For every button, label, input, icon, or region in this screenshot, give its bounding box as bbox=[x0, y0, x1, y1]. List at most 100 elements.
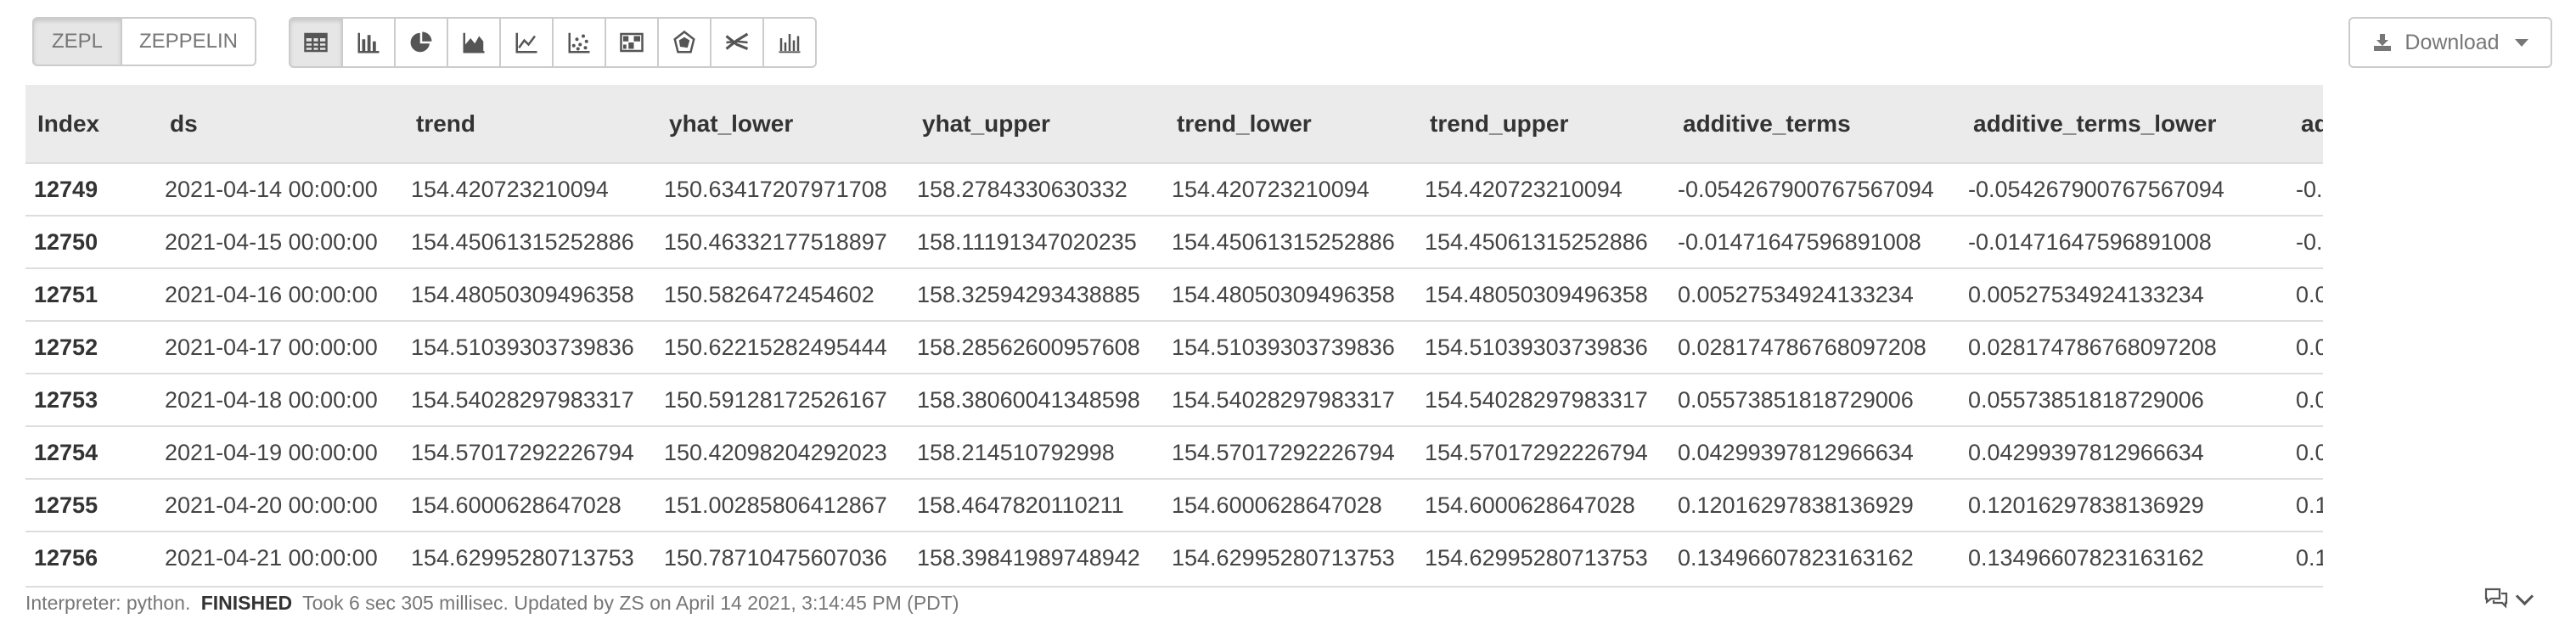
table-cell: 154.6000628647028 bbox=[411, 492, 622, 518]
column-header-index[interactable]: Index bbox=[37, 110, 100, 137]
row-index-cell: 12754 bbox=[34, 439, 98, 465]
table-cell: 0.13496607823163162 bbox=[2296, 545, 2323, 571]
bar-sparkline-button[interactable] bbox=[762, 17, 817, 68]
table-cell: 0.00527534924133234 bbox=[1968, 281, 2204, 307]
table-cell: 0.04299397812966634 bbox=[2296, 439, 2323, 465]
table-cell: 158.2784330630332 bbox=[917, 176, 1128, 202]
heatmap-icon bbox=[620, 32, 644, 53]
radar-chart-button[interactable] bbox=[657, 17, 711, 68]
display-mode-toggle: ZEPL ZEPPELIN bbox=[32, 17, 256, 66]
bar-sparkline-icon bbox=[779, 34, 801, 53]
table-cell: 154.51039303739836 bbox=[411, 334, 634, 360]
column-header-additive-terms-lower[interactable]: additive_terms_lower bbox=[1973, 110, 2217, 137]
table-cell: 2021-04-17 00:00:00 bbox=[165, 334, 378, 360]
status-badge: FINISHED bbox=[200, 592, 293, 614]
table-cell: 2021-04-21 00:00:00 bbox=[165, 545, 378, 571]
table-cell: 0.12016297838136929 bbox=[2296, 492, 2323, 518]
column-header-yhat-lower[interactable]: yhat_lower bbox=[669, 110, 794, 137]
table-cell: 2021-04-20 00:00:00 bbox=[165, 492, 378, 518]
table-cell: 154.62995280713753 bbox=[1425, 545, 1648, 571]
table-cell: 2021-04-16 00:00:00 bbox=[165, 281, 378, 307]
column-header-additive-terms-upper[interactable]: additive_terms_upper bbox=[2301, 110, 2323, 137]
table-cell: 0.028174786768097208 bbox=[1968, 334, 2217, 360]
table-cell: -0.054267900767567094 bbox=[1678, 176, 1934, 202]
table-cell: 154.54028297983317 bbox=[411, 386, 634, 413]
chevron-down-icon bbox=[2515, 587, 2534, 605]
table-cell: 150.78710475607036 bbox=[664, 545, 887, 571]
table-cell: 154.51039303739836 bbox=[1425, 334, 1648, 360]
pie-chart-button[interactable] bbox=[394, 17, 448, 68]
row-index-cell: 12751 bbox=[34, 281, 98, 307]
comments-icon bbox=[2484, 588, 2508, 609]
table-cell: 2021-04-18 00:00:00 bbox=[165, 386, 378, 413]
table-cell: 154.62995280713753 bbox=[411, 545, 634, 571]
table-cell: 0.12016297838136929 bbox=[1968, 492, 2204, 518]
table-cell: 154.57017292226794 bbox=[1172, 439, 1395, 465]
run-info: Took 6 sec 305 millisec. Updated by ZS o… bbox=[302, 592, 959, 614]
table-row: 12756 2021-04-21 00:00:00 154.629952807137… bbox=[25, 532, 2323, 584]
table-cell: 150.62215282495444 bbox=[664, 334, 887, 360]
row-index-cell: 12749 bbox=[34, 176, 98, 202]
table-cell: -0.01471647596891008 bbox=[1678, 228, 1921, 255]
result-table-scroll[interactable]: Index ds trend yhat_lower yhat_upper tre… bbox=[25, 85, 2323, 588]
table-cell: 0.028174786768097208 bbox=[2296, 334, 2323, 360]
table-cell: 2021-04-15 00:00:00 bbox=[165, 228, 378, 255]
table-row: 12752 2021-04-17 00:00:00 154.510393037398… bbox=[25, 321, 2323, 374]
table-cell: 0.04299397812966634 bbox=[1968, 439, 2204, 465]
bar-chart-button[interactable] bbox=[341, 17, 396, 68]
column-header-trend[interactable]: trend bbox=[416, 110, 475, 137]
table-cell: 154.45061315252886 bbox=[1425, 228, 1648, 255]
paragraph-status: Interpreter: python. FINISHED Took 6 sec… bbox=[25, 592, 959, 615]
table-cell: 154.420723210094 bbox=[1425, 176, 1623, 202]
table-cell: 154.57017292226794 bbox=[1425, 439, 1648, 465]
download-label: Download bbox=[2404, 30, 2500, 54]
row-index-cell: 12752 bbox=[34, 334, 98, 360]
column-header-ds[interactable]: ds bbox=[170, 110, 198, 137]
table-cell: 154.420723210094 bbox=[411, 176, 609, 202]
column-header-trend-upper[interactable]: trend_upper bbox=[1430, 110, 1569, 137]
column-header-additive-terms[interactable]: additive_terms bbox=[1683, 110, 1851, 137]
area-chart-icon bbox=[463, 32, 485, 53]
table-row: 12753 2021-04-18 00:00:00 154.540282979833… bbox=[25, 374, 2323, 426]
table-row: 12750 2021-04-15 00:00:00 154.450613152528… bbox=[25, 216, 2323, 268]
heatmap-button[interactable] bbox=[605, 17, 659, 68]
table-cell: 154.6000628647028 bbox=[1425, 492, 1635, 518]
scatter-chart-icon bbox=[568, 32, 590, 53]
download-button[interactable]: Download bbox=[2348, 17, 2552, 68]
table-cell: 158.11191347020235 bbox=[917, 228, 1137, 255]
table-cell: 0.05573851818729006 bbox=[1678, 386, 1914, 413]
visualization-toolbar bbox=[289, 17, 817, 68]
table-cell: 2021-04-19 00:00:00 bbox=[165, 439, 378, 465]
table-header: Index ds trend yhat_lower yhat_upper tre… bbox=[25, 85, 2323, 163]
comments-toggle[interactable] bbox=[2483, 586, 2534, 611]
table-cell: 158.39841989748942 bbox=[917, 545, 1140, 571]
table-cell: 0.04299397812966634 bbox=[1678, 439, 1914, 465]
table-cell: 158.28562600957608 bbox=[917, 334, 1140, 360]
table-cell: 158.32594293438885 bbox=[917, 281, 1140, 307]
table-cell: 0.00527534924133234 bbox=[2296, 281, 2323, 307]
parallel-lines-icon bbox=[725, 32, 749, 50]
column-header-yhat-upper[interactable]: yhat_upper bbox=[922, 110, 1050, 137]
table-cell: 154.48050309496358 bbox=[411, 281, 634, 307]
line-chart-icon bbox=[515, 32, 537, 53]
table-cell: 154.62995280713753 bbox=[1172, 545, 1395, 571]
zeppelin-mode-button[interactable]: ZEPPELIN bbox=[121, 17, 256, 66]
table-cell: 154.57017292226794 bbox=[411, 439, 634, 465]
area-chart-button[interactable] bbox=[447, 17, 501, 68]
scatter-chart-button[interactable] bbox=[552, 17, 606, 68]
zepl-mode-button[interactable]: ZEPL bbox=[32, 17, 122, 66]
parallel-lines-button[interactable] bbox=[710, 17, 764, 68]
table-cell: 0.13496607823163162 bbox=[1968, 545, 2204, 571]
table-cell: 0.12016297838136929 bbox=[1678, 492, 1914, 518]
chevron-down-icon bbox=[2514, 38, 2528, 47]
table-body: 12749 2021-04-14 00:00:00 154.420723210094… bbox=[25, 163, 2323, 584]
table-row: 12754 2021-04-19 00:00:00 154.570172922267… bbox=[25, 426, 2323, 479]
line-chart-button[interactable] bbox=[499, 17, 554, 68]
table-cell: -0.054267900767567094 bbox=[1968, 176, 2224, 202]
table-cell: 0.13496607823163162 bbox=[1678, 545, 1914, 571]
table-view-button[interactable] bbox=[289, 17, 343, 68]
pie-chart-icon bbox=[410, 31, 432, 53]
table-cell: 150.42098204292023 bbox=[664, 439, 887, 465]
column-header-trend-lower[interactable]: trend_lower bbox=[1177, 110, 1312, 137]
table-cell: 2021-04-14 00:00:00 bbox=[165, 176, 378, 202]
